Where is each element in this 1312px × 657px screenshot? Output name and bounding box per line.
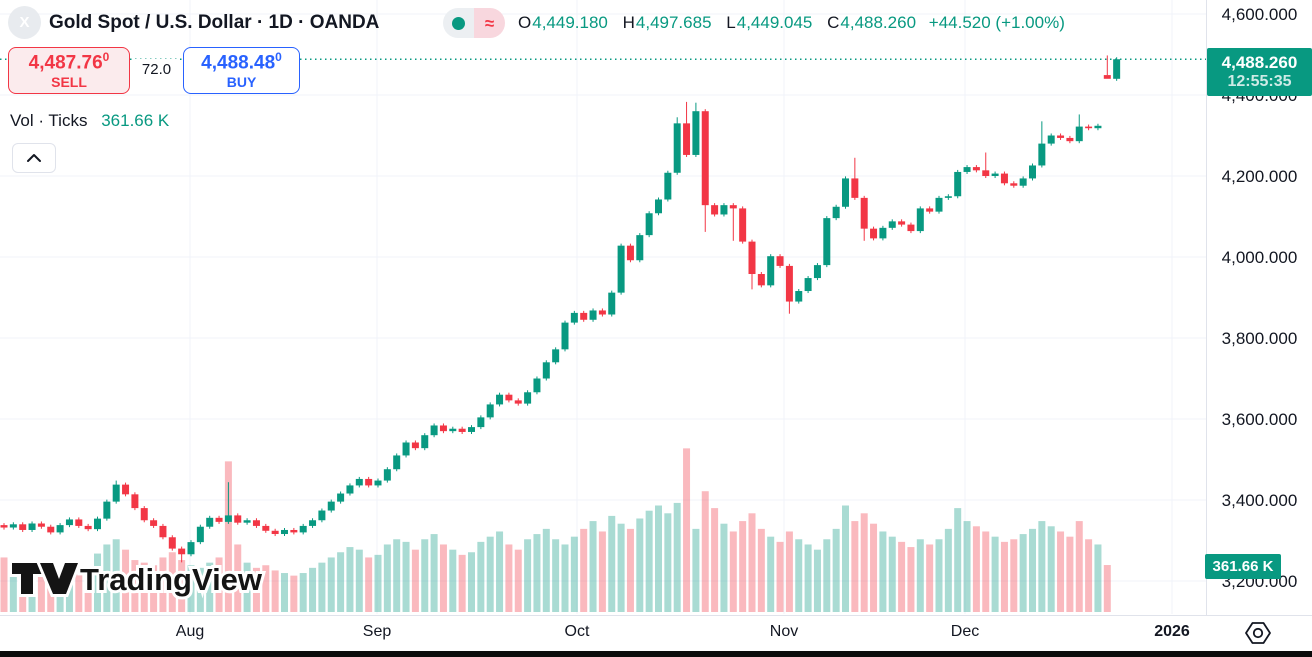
time-axis-label: Dec [950,623,980,640]
sell-button[interactable]: 4,487.760 SELL [8,47,130,94]
delayed-data-icon: ≈ [484,13,495,33]
close-icon: X [19,14,30,31]
window-bottom-bar [0,651,1312,657]
volume-bars [0,448,1111,612]
change-value: +44.520 (+1.00%) [928,13,1065,32]
delayed-data-indicator[interactable]: ≈ [474,8,505,38]
current-price: 4,488.260 [1221,53,1298,72]
open-value: 4,449.180 [532,13,608,32]
high-key: H [622,13,635,32]
bar-countdown: 12:55:35 [1227,73,1292,90]
close-value: 4,488.260 [840,13,917,32]
ohlc-values: O4,449.180 H4,497.685 L4,449.045 C4,488.… [518,8,1065,38]
collapse-panel-button[interactable] [12,143,56,173]
low-value: 4,449.045 [736,13,813,32]
sell-price: 4,487.760 [28,49,110,74]
time-axis[interactable]: Aug Sep Oct Nov Dec 2026 [0,615,1312,651]
symbol-title[interactable]: Gold Spot / U.S. Dollar · 1D · OANDA [49,12,380,33]
market-open-indicator[interactable] [443,8,474,38]
buy-price: 4,488.480 [201,49,282,74]
volume-value-badge: 361.66 K [1205,554,1281,579]
chevron-up-icon [27,154,41,162]
close-button[interactable]: X [8,6,41,39]
price-axis-label: 3,600.000 [1221,410,1298,429]
low-key: L [726,13,736,32]
indicator-name[interactable]: Vol · Ticks [10,111,88,130]
price-axis-label: 3,400.000 [1221,491,1298,510]
open-key: O [518,13,532,32]
high-value: 4,497.685 [635,13,712,32]
sell-label: SELL [51,73,87,90]
candlesticks [0,55,1121,563]
buy-button[interactable]: 4,488.480 BUY [183,47,300,94]
time-axis-label: Aug [175,623,205,640]
time-axis-label: Sep [362,623,392,640]
buy-label: BUY [226,73,257,90]
scale-settings-icon[interactable] [1243,619,1273,647]
price-axis-label: 3,800.000 [1221,329,1298,348]
time-axis-label: Oct [564,623,590,640]
gridlines [0,0,1206,614]
close-key: C [827,13,840,32]
chart-plot-area[interactable] [0,0,1206,651]
price-axis-label: 4,000.000 [1221,248,1298,267]
time-axis-label: Nov [769,623,799,640]
price-axis[interactable]: 4,600.0004,400.0004,200.0004,000.0003,80… [1205,0,1312,651]
price-axis-label: 4,600.000 [1221,5,1298,24]
time-axis-label: 2026 [1154,623,1190,640]
indicator-value: 361.66 K [101,111,170,130]
candlestick-chart[interactable] [0,0,1206,651]
spread-value: 72.0 [134,59,179,81]
market-open-dot-icon [452,16,465,30]
price-axis-label: 4,200.000 [1221,167,1298,186]
volume-indicator-row[interactable]: Vol · Ticks 361.66 K [10,109,169,133]
current-price-badge: 4,488.260 12:55:35 [1207,48,1312,96]
market-status-pill[interactable]: ≈ [443,8,505,38]
